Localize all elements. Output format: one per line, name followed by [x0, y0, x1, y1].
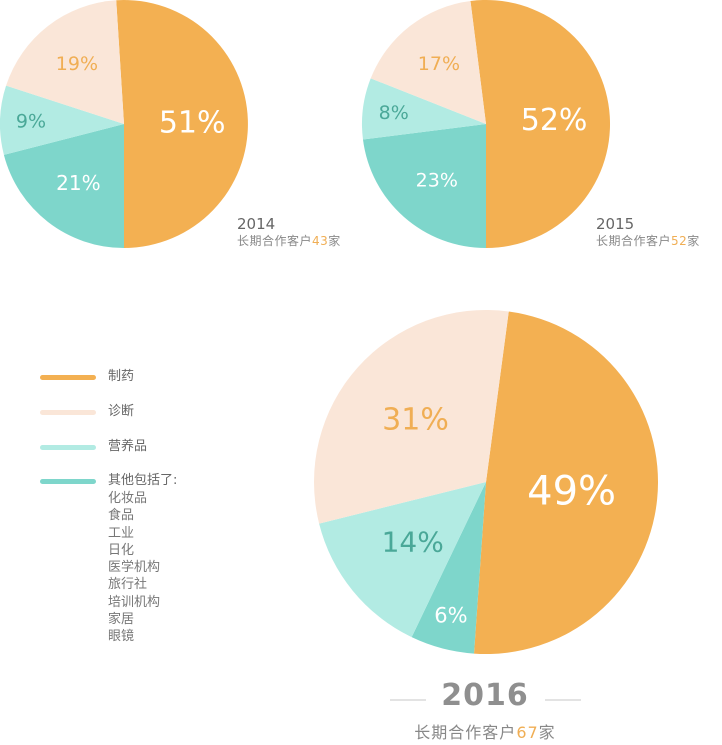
list-item: 化妆品 — [108, 491, 148, 506]
caption-prefix: 长期合作客户 — [414, 723, 517, 742]
pie-slice-other — [411, 482, 486, 654]
caption-suffix: 家 — [687, 234, 700, 248]
legend-label: 制药 — [108, 369, 135, 384]
legend-swatch-pharma — [40, 375, 96, 380]
list-item: 眼镜 — [108, 629, 135, 645]
legend-label: 营养品 — [108, 439, 148, 454]
other-includes-list: 化妆品 食品 工业 日化 医学机构 旅行社 培训机构 家居 眼镜 — [108, 490, 160, 646]
list-item: 培训机构 — [108, 594, 161, 610]
pie-slice-nutrition — [0, 85, 125, 155]
caption-2015: 2015 长期合作客户52家 — [596, 215, 700, 249]
list-item: 食品 — [108, 508, 135, 524]
pie-slice-other — [362, 124, 486, 248]
pie-2016: 49% 6% 14% 31% — [314, 309, 659, 654]
pie-slice-pharma — [474, 311, 659, 654]
list-item: 日化 — [108, 542, 135, 558]
caption-suffix: 家 — [538, 723, 556, 742]
slice-label-nutrition: 14% — [382, 526, 444, 559]
slice-label-diagnosis: 19% — [56, 53, 98, 75]
slice-label-other: 23% — [416, 170, 458, 192]
legend-swatch-other — [40, 479, 96, 484]
slice-label-diagnosis: 17% — [418, 53, 460, 75]
pie-2014: 51% 21% 9% 19% — [0, 0, 248, 248]
slice-label-pharma: 52% — [521, 103, 588, 138]
pie-slice-diagnosis — [314, 309, 509, 524]
caption-2014: 2014 长期合作客户43家 — [237, 215, 341, 249]
list-item: 家居 — [108, 612, 135, 628]
caption-customers: 长期合作客户43家 — [237, 233, 341, 249]
caption-suffix: 家 — [328, 234, 341, 248]
list-item: 旅行社 — [108, 577, 148, 593]
caption-2016: 2016 长期合作客户67家 — [385, 678, 585, 743]
legend-label: 其他包括了: — [108, 473, 178, 488]
list-item: 工业 — [108, 525, 135, 541]
legend-swatch-nutrition — [40, 445, 96, 450]
slice-label-pharma: 49% — [527, 469, 616, 515]
pie-slice-nutrition — [319, 482, 486, 638]
caption-prefix: 长期合作客户 — [596, 234, 672, 248]
list-item: 医学机构 — [108, 560, 161, 576]
pie-slice-nutrition — [362, 78, 486, 140]
caption-customers: 长期合作客户52家 — [596, 233, 700, 249]
divider-right — [545, 699, 581, 701]
legend-swatch-diagnosis — [40, 410, 96, 415]
slice-label-other: 6% — [434, 603, 467, 627]
caption-year: 2015 — [596, 215, 635, 233]
legend-label: 诊断 — [108, 404, 135, 419]
slice-label-nutrition: 8% — [379, 102, 409, 124]
caption-prefix: 长期合作客户 — [237, 234, 313, 248]
caption-count: 43 — [312, 234, 329, 248]
caption-year: 2014 — [237, 215, 276, 233]
caption-count: 67 — [516, 723, 539, 742]
pie-slice-pharma — [470, 0, 611, 249]
pie-slice-pharma — [116, 0, 248, 248]
caption-count: 52 — [671, 234, 688, 248]
pie-2015: 52% 23% 8% 17% — [362, 0, 611, 249]
caption-year: 2016 — [441, 678, 529, 713]
pie-slice-diagnosis — [6, 0, 125, 125]
slice-label-other: 21% — [56, 171, 100, 195]
slice-label-pharma: 51% — [159, 105, 226, 140]
caption-customers: 长期合作客户67家 — [385, 719, 585, 743]
slice-label-nutrition: 9% — [16, 111, 46, 133]
pie-slice-other — [3, 124, 124, 248]
divider-left — [390, 699, 426, 701]
slice-label-diagnosis: 31% — [382, 402, 449, 437]
pie-slice-diagnosis — [370, 0, 486, 124]
